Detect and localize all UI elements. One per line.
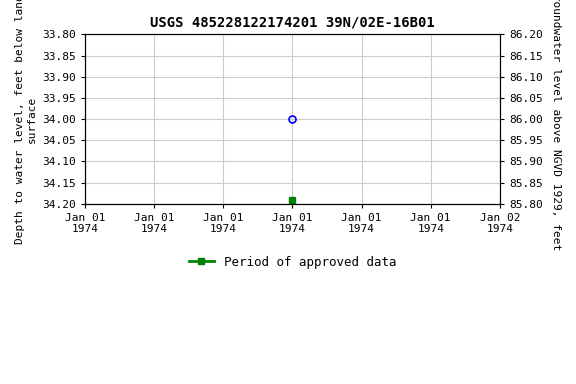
- Y-axis label: Depth to water level, feet below land
surface: Depth to water level, feet below land su…: [15, 0, 37, 244]
- Legend: Period of approved data: Period of approved data: [184, 251, 401, 274]
- Title: USGS 485228122174201 39N/02E-16B01: USGS 485228122174201 39N/02E-16B01: [150, 15, 435, 29]
- Y-axis label: Groundwater level above NGVD 1929, feet: Groundwater level above NGVD 1929, feet: [551, 0, 561, 251]
